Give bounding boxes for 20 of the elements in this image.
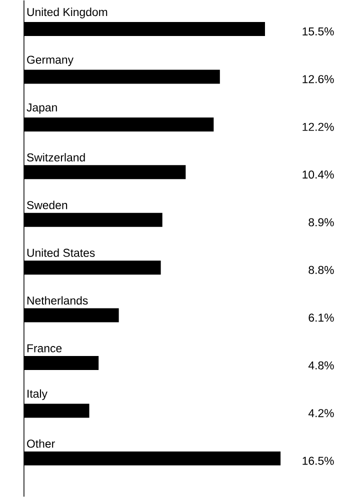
y-tick-label: United States: [27, 248, 95, 257]
y-tick-label: United Kingdom: [27, 8, 107, 18]
data-label: 4.2%: [308, 409, 334, 418]
y-tick-label: Switzerland: [26, 153, 85, 162]
data-label: 12.6%: [302, 75, 334, 84]
y-tick-label: Japan: [26, 104, 57, 114]
y-tick-label: Netherlands: [27, 296, 88, 305]
data-label: 12.2%: [302, 122, 334, 131]
y-tick-label: Other: [26, 439, 55, 448]
data-label: 8.9%: [308, 218, 334, 226]
y-tick-label: Sweden: [26, 200, 67, 210]
data-label: 8.8%: [308, 266, 334, 274]
y-tick-label: France: [27, 344, 62, 352]
y-tick-label: Italy: [27, 389, 48, 400]
data-label: 10.4%: [302, 170, 334, 179]
data-label: 16.5%: [302, 456, 334, 465]
data-label: 6.1%: [308, 314, 334, 322]
y-tick-label: Germany: [26, 56, 74, 66]
data-label: 15.5%: [302, 27, 334, 36]
data-label: 4.8%: [308, 361, 334, 370]
